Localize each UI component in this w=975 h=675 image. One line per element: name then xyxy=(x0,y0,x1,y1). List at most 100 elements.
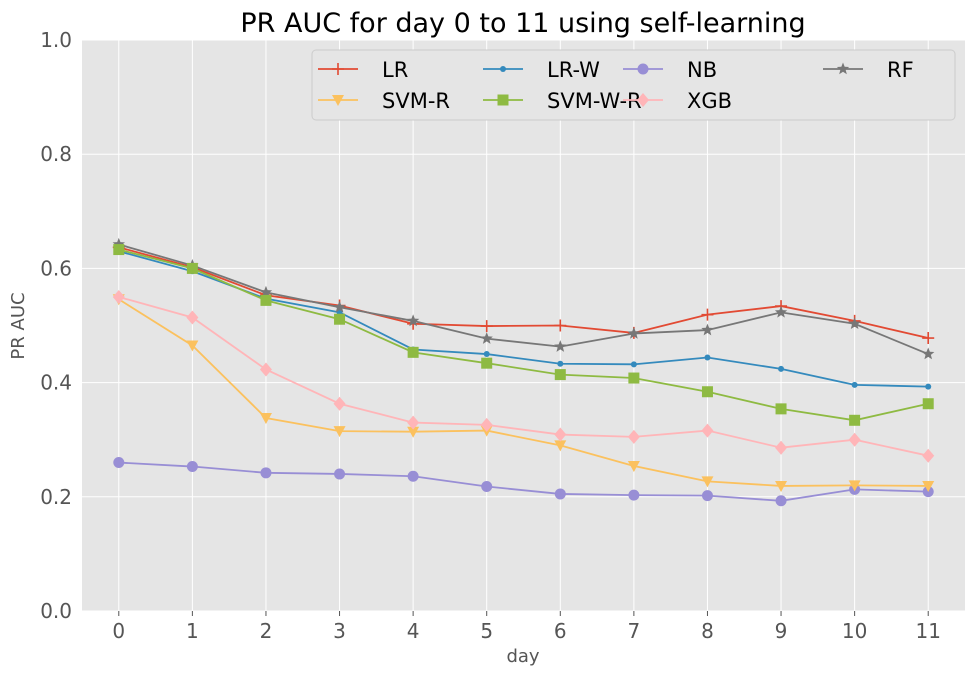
data-point-rf xyxy=(774,305,788,318)
data-point-lr-w xyxy=(925,383,932,390)
legend-marker xyxy=(497,94,509,106)
data-point-xgb xyxy=(922,448,935,463)
legend-item-lr-w: LR-W xyxy=(483,58,600,82)
legend-item-svm-w-r: SVM-W-R xyxy=(483,89,642,113)
data-point-svm-r xyxy=(627,460,640,472)
legend-label: NB xyxy=(687,58,717,82)
data-point-nb xyxy=(113,457,125,469)
data-point-xgb xyxy=(480,417,493,432)
data-point-svm-r xyxy=(775,480,788,492)
data-point-xgb xyxy=(701,423,714,438)
data-point-rf xyxy=(480,332,493,344)
data-point-xgb xyxy=(259,362,272,377)
data-point-rf xyxy=(922,347,935,360)
data-point-svm-w-r xyxy=(334,313,346,325)
data-point-svm-w-r xyxy=(628,372,640,384)
data-point-lr-w xyxy=(483,351,490,358)
data-point-lr xyxy=(554,319,567,332)
data-point-lr xyxy=(922,332,935,345)
x-tick-label: 5 xyxy=(480,619,493,643)
legend-item-nb: NB xyxy=(623,58,717,82)
data-point-lr-w xyxy=(704,354,711,361)
legend-label: XGB xyxy=(687,89,732,113)
data-point-svm-w-r xyxy=(922,398,934,410)
data-point-nb xyxy=(186,461,198,473)
legend-box xyxy=(311,49,956,121)
x-tick-label: 2 xyxy=(260,619,273,643)
series-rf xyxy=(112,237,935,360)
legend-item-rf: RF xyxy=(823,58,914,82)
data-point-svm-r xyxy=(259,413,272,425)
data-point-rf xyxy=(848,317,861,330)
y-tick-label: 0.2 xyxy=(40,485,72,509)
data-point-svm-r xyxy=(848,480,861,492)
data-point-nb xyxy=(554,488,566,500)
data-point-nb xyxy=(334,468,346,480)
legend-marker xyxy=(637,63,649,75)
legend-marker xyxy=(637,93,649,107)
y-tick-label: 0.4 xyxy=(40,371,72,395)
y-axis-ticks: 0.0 0.2 0.4 0.6 0.8 1.0 xyxy=(40,28,72,623)
x-tick-label: 8 xyxy=(701,619,714,643)
y-tick-label: 1.0 xyxy=(40,28,72,52)
series-line-nb xyxy=(118,461,929,502)
data-point-rf xyxy=(112,237,125,250)
data-point-lr xyxy=(701,308,714,321)
chart-title: PR AUC for day 0 to 11 using self-learni… xyxy=(240,8,805,39)
y-axis-label: PR AUC xyxy=(8,292,29,359)
data-point-svm-w-r xyxy=(260,294,272,306)
data-point-svm-w-r xyxy=(849,414,861,426)
x-tick-label: 11 xyxy=(915,619,940,643)
data-point-nb xyxy=(775,495,787,507)
series-layer xyxy=(112,237,935,507)
legend-label: SVM-R xyxy=(382,89,450,113)
legend-marker xyxy=(836,62,850,75)
data-point-xgb xyxy=(848,432,861,447)
data-point-rf xyxy=(333,300,346,313)
series-line-svm-w-r xyxy=(118,248,929,422)
data-point-svm-w-r xyxy=(407,346,419,358)
legend: LR LR-W NB RF SVM-R SVM-W-R XGB xyxy=(311,49,956,121)
data-point-svm-r xyxy=(186,340,199,352)
data-point-svm-w-r xyxy=(186,262,198,274)
data-point-nb xyxy=(628,489,640,501)
legend-label: LR xyxy=(382,58,408,82)
x-tick-label: 1 xyxy=(186,619,199,643)
data-point-lr xyxy=(480,320,493,333)
x-tick-label: 4 xyxy=(407,619,420,643)
series-xgb xyxy=(112,289,935,463)
data-point-xgb xyxy=(186,310,199,325)
x-tick-label: 0 xyxy=(112,619,125,643)
data-point-svm-w-r xyxy=(701,386,713,398)
x-tick-label: 6 xyxy=(554,619,567,643)
data-point-rf xyxy=(627,326,641,339)
y-tick-label: 0.6 xyxy=(40,256,72,280)
data-point-svm-r xyxy=(922,480,935,492)
data-point-rf xyxy=(259,285,273,298)
series-line-xgb xyxy=(118,296,929,457)
data-point-rf xyxy=(554,340,567,352)
data-point-lr-w xyxy=(557,360,564,367)
data-point-rf xyxy=(701,323,714,336)
legend-label: SVM-W-R xyxy=(547,89,642,113)
series-svm-w-r xyxy=(113,244,934,426)
data-point-lr-w xyxy=(630,361,637,368)
data-point-rf xyxy=(406,314,420,327)
data-point-svm-r xyxy=(407,426,420,438)
legend-label: LR-W xyxy=(547,58,600,82)
data-point-nb xyxy=(407,470,419,482)
data-point-svm-w-r xyxy=(113,244,125,256)
legend-marker xyxy=(332,95,344,106)
legend-marker xyxy=(500,66,506,72)
x-tick-label: 3 xyxy=(333,619,346,643)
data-point-xgb xyxy=(554,427,567,442)
legend-marker xyxy=(332,63,344,75)
data-point-svm-r xyxy=(554,440,567,452)
x-tick-label: 7 xyxy=(628,619,641,643)
data-point-svm-w-r xyxy=(775,403,787,415)
data-point-svm-w-r xyxy=(481,357,493,369)
data-point-svm-w-r xyxy=(554,369,566,381)
x-tick-label: 10 xyxy=(842,619,867,643)
